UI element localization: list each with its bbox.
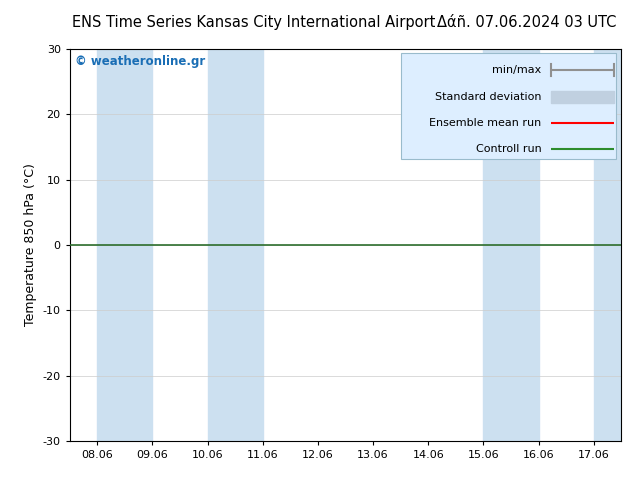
Text: Ensemble mean run: Ensemble mean run xyxy=(429,118,541,128)
Bar xyxy=(207,49,262,441)
Text: min/max: min/max xyxy=(492,65,541,75)
Text: Standard deviation: Standard deviation xyxy=(435,92,541,101)
Text: ENS Time Series Kansas City International Airport: ENS Time Series Kansas City Internationa… xyxy=(72,15,436,30)
Text: Δάñ. 07.06.2024 03 UTC: Δάñ. 07.06.2024 03 UTC xyxy=(437,15,616,30)
Bar xyxy=(97,49,152,441)
Y-axis label: Temperature 850 hPa (°C): Temperature 850 hPa (°C) xyxy=(24,164,37,326)
Text: Controll run: Controll run xyxy=(476,145,541,154)
Bar xyxy=(483,49,538,441)
FancyBboxPatch shape xyxy=(552,91,614,102)
FancyBboxPatch shape xyxy=(401,53,616,159)
Bar xyxy=(593,49,621,441)
Text: © weatheronline.gr: © weatheronline.gr xyxy=(75,55,205,68)
